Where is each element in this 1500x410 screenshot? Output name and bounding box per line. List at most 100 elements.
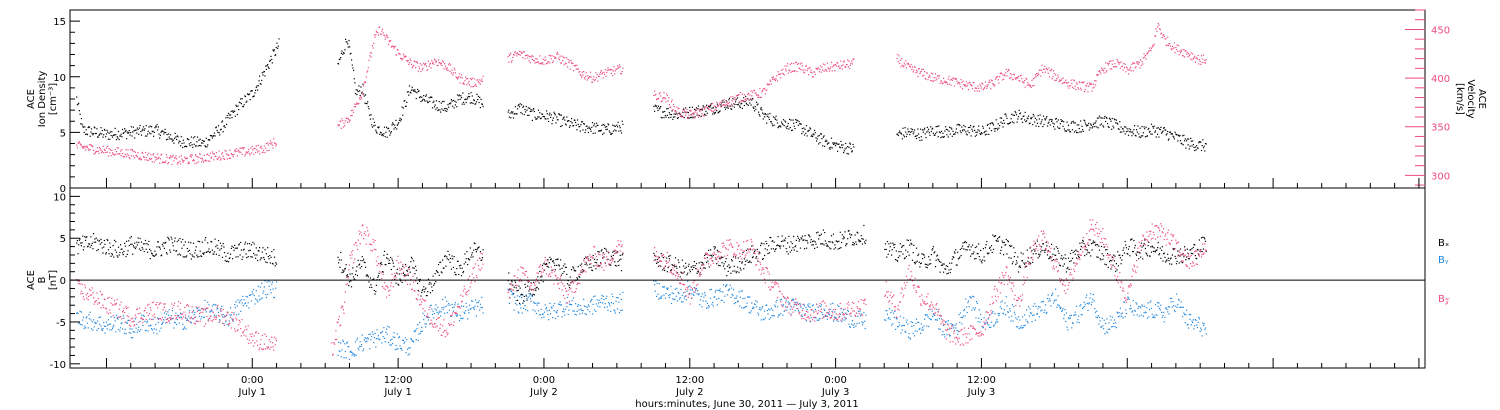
series-bx-point	[765, 240, 767, 243]
series-density-point	[571, 122, 573, 124]
series-by-point	[229, 314, 231, 316]
series-density-point	[1119, 131, 1121, 133]
series-density-point	[1027, 118, 1029, 120]
series-by-point	[143, 315, 145, 317]
series-bx-point	[1013, 256, 1015, 258]
series-bx-point	[162, 245, 164, 247]
series-density-point	[1142, 135, 1144, 137]
series-bx-point	[1175, 263, 1178, 265]
series-density-point	[452, 99, 454, 102]
series-velocity-point	[708, 105, 710, 107]
series-density-point	[577, 119, 579, 121]
series-bx-point	[221, 245, 223, 247]
series-density-point	[1004, 113, 1006, 115]
series-density-point	[912, 133, 914, 135]
series-bx-point	[177, 254, 179, 256]
series-bx-point	[450, 257, 452, 259]
series-by-point	[458, 320, 461, 322]
series-bx-point	[1019, 266, 1022, 268]
series-density-point	[462, 101, 465, 103]
series-velocity-point	[592, 78, 594, 81]
series-density-point	[178, 140, 180, 142]
series-density-point	[514, 106, 517, 108]
series-density-point	[899, 130, 901, 132]
series-velocity-point	[668, 97, 670, 99]
series-density-point	[422, 98, 424, 100]
series-density-point	[676, 113, 678, 115]
series-velocity-point	[957, 83, 959, 85]
series-bx-point	[952, 256, 954, 258]
series-bx-point	[76, 240, 78, 242]
series-density-point	[141, 129, 143, 132]
series-velocity-point	[1017, 77, 1019, 79]
series-velocity-point	[951, 78, 953, 80]
series-velocity-point	[770, 80, 772, 82]
series-velocity-point	[618, 64, 621, 66]
series-bx-point	[680, 271, 682, 273]
series-bx-point	[1153, 247, 1155, 249]
series-velocity-point	[587, 77, 589, 80]
series-by-point	[473, 307, 475, 309]
series-bx-point	[713, 246, 715, 248]
series-bx-point	[849, 236, 851, 239]
series-bx-point	[904, 257, 906, 259]
series-velocity-point	[999, 76, 1001, 78]
series-velocity-point	[750, 90, 752, 92]
series-bx-point	[459, 267, 461, 269]
series-density-point	[196, 136, 199, 138]
series-bx-point	[610, 264, 612, 266]
series-by-point	[532, 309, 534, 311]
series-density-point	[762, 112, 764, 114]
series-by-point	[378, 339, 380, 341]
series-density-point	[665, 116, 667, 118]
series-velocity-point	[1044, 71, 1047, 73]
series-bx-point	[895, 259, 897, 261]
series-velocity-point	[233, 153, 235, 155]
series-velocity-point	[994, 84, 996, 86]
series-density-point	[208, 139, 210, 141]
series-bx-point	[1018, 266, 1020, 268]
series-velocity-point	[144, 151, 147, 154]
series-velocity-point	[574, 65, 576, 67]
series-bx-point	[1190, 252, 1192, 254]
series-bx-point	[84, 239, 87, 241]
series-bx-point	[693, 261, 695, 263]
series-velocity-point	[474, 84, 476, 86]
series-density-point	[525, 105, 527, 108]
series-velocity-segment-1	[337, 26, 484, 129]
series-density-point	[1155, 136, 1157, 138]
series-velocity-point	[156, 158, 158, 160]
series-bx-point	[1076, 257, 1078, 259]
series-density-point	[1034, 117, 1036, 119]
series-velocity-point	[1055, 74, 1057, 76]
series-density-point	[780, 121, 783, 123]
series-bx-point	[375, 290, 377, 293]
series-bx-point	[140, 241, 143, 243]
series-density-point	[221, 120, 224, 122]
series-density-point	[90, 128, 93, 130]
series-bx-point	[604, 247, 606, 249]
series-bx-point	[712, 254, 714, 257]
series-bx-point	[965, 249, 967, 251]
series-velocity-point	[696, 112, 698, 114]
series-density-point	[737, 104, 739, 106]
series-density-point	[609, 131, 611, 134]
series-bx-point	[369, 277, 371, 279]
series-velocity-point	[912, 71, 914, 73]
series-by-point	[80, 311, 82, 313]
series-density-point	[540, 117, 542, 119]
series-density-point	[905, 131, 907, 133]
series-density-point	[1043, 123, 1045, 126]
series-velocity-point	[206, 154, 208, 156]
series-bx-point	[258, 250, 260, 252]
series-bx-point	[273, 256, 276, 258]
series-velocity-point	[801, 65, 803, 67]
series-density-point	[546, 113, 548, 115]
series-bx-point	[990, 249, 992, 251]
series-bx-point	[810, 241, 812, 243]
series-density-point	[1174, 131, 1176, 133]
series-velocity-point	[104, 149, 106, 151]
series-velocity-point	[462, 83, 464, 85]
series-density-point	[261, 79, 263, 81]
series-density-point	[585, 125, 587, 127]
